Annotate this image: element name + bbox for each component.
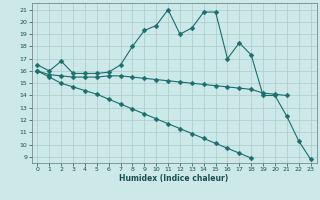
X-axis label: Humidex (Indice chaleur): Humidex (Indice chaleur) <box>119 174 229 183</box>
